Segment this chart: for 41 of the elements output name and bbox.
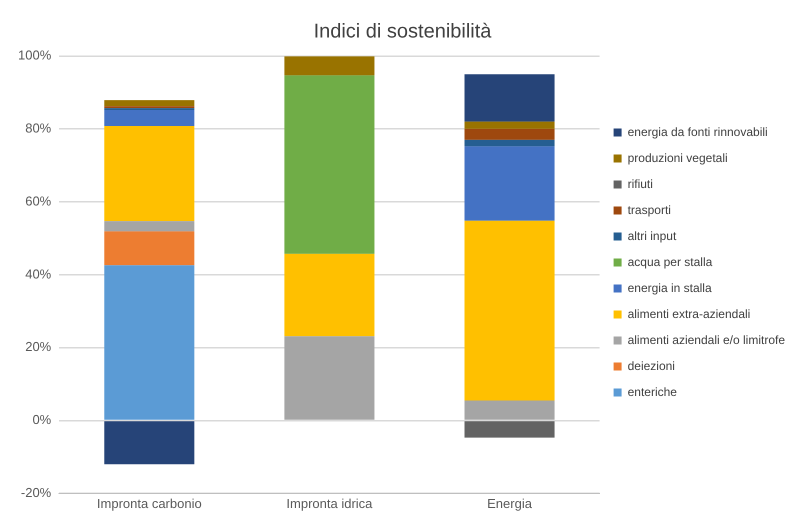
y-tick-label: -20%	[20, 484, 52, 500]
legend-label: trasporti	[628, 202, 671, 217]
legend-label: produzioni vegetali	[628, 150, 728, 165]
x-tick-label: Impronta idrica	[286, 496, 374, 511]
x-tick-label: Energia	[487, 496, 533, 511]
bar	[104, 126, 194, 222]
legend-label: enteriche	[628, 384, 678, 399]
legend-label: deiezioni	[628, 358, 675, 373]
bar	[464, 128, 555, 140]
legend-label: energia in stalla	[628, 280, 712, 295]
y-tick-label: 20%	[25, 339, 52, 354]
y-tick-label: 0%	[32, 412, 52, 428]
y-tick-label: 40%	[25, 266, 52, 282]
bar	[464, 74, 555, 122]
legend-label: energia da fonti rinnovabili	[628, 124, 768, 139]
bar	[464, 122, 555, 129]
y-tick-label: 100%	[18, 48, 52, 63]
bar	[464, 421, 555, 438]
bar	[104, 231, 194, 266]
bar	[464, 400, 555, 420]
bar	[284, 75, 374, 254]
bar	[104, 421, 194, 464]
y-tick-label: 60%	[25, 193, 52, 208]
legend-label: acqua per stalla	[628, 254, 713, 269]
chart-title: Indici di sostenibilità	[314, 20, 492, 43]
bar	[464, 146, 555, 221]
bar	[284, 336, 374, 420]
legend-label: alimenti aziendali e/o limitrofe	[628, 332, 786, 347]
bar	[104, 221, 194, 232]
legend-label: alimenti extra-aziendali	[628, 306, 750, 321]
y-tick-label: 80%	[25, 120, 52, 136]
x-tick-label: Impronta carbonio	[96, 496, 202, 511]
bar	[284, 56, 374, 76]
bar	[104, 100, 194, 106]
legend-label: rifiuti	[628, 176, 653, 191]
bar	[464, 140, 555, 146]
bar	[284, 254, 374, 336]
bar	[104, 110, 194, 126]
bar	[464, 220, 555, 400]
legend-label: altri input	[628, 228, 677, 243]
bar	[104, 265, 194, 420]
